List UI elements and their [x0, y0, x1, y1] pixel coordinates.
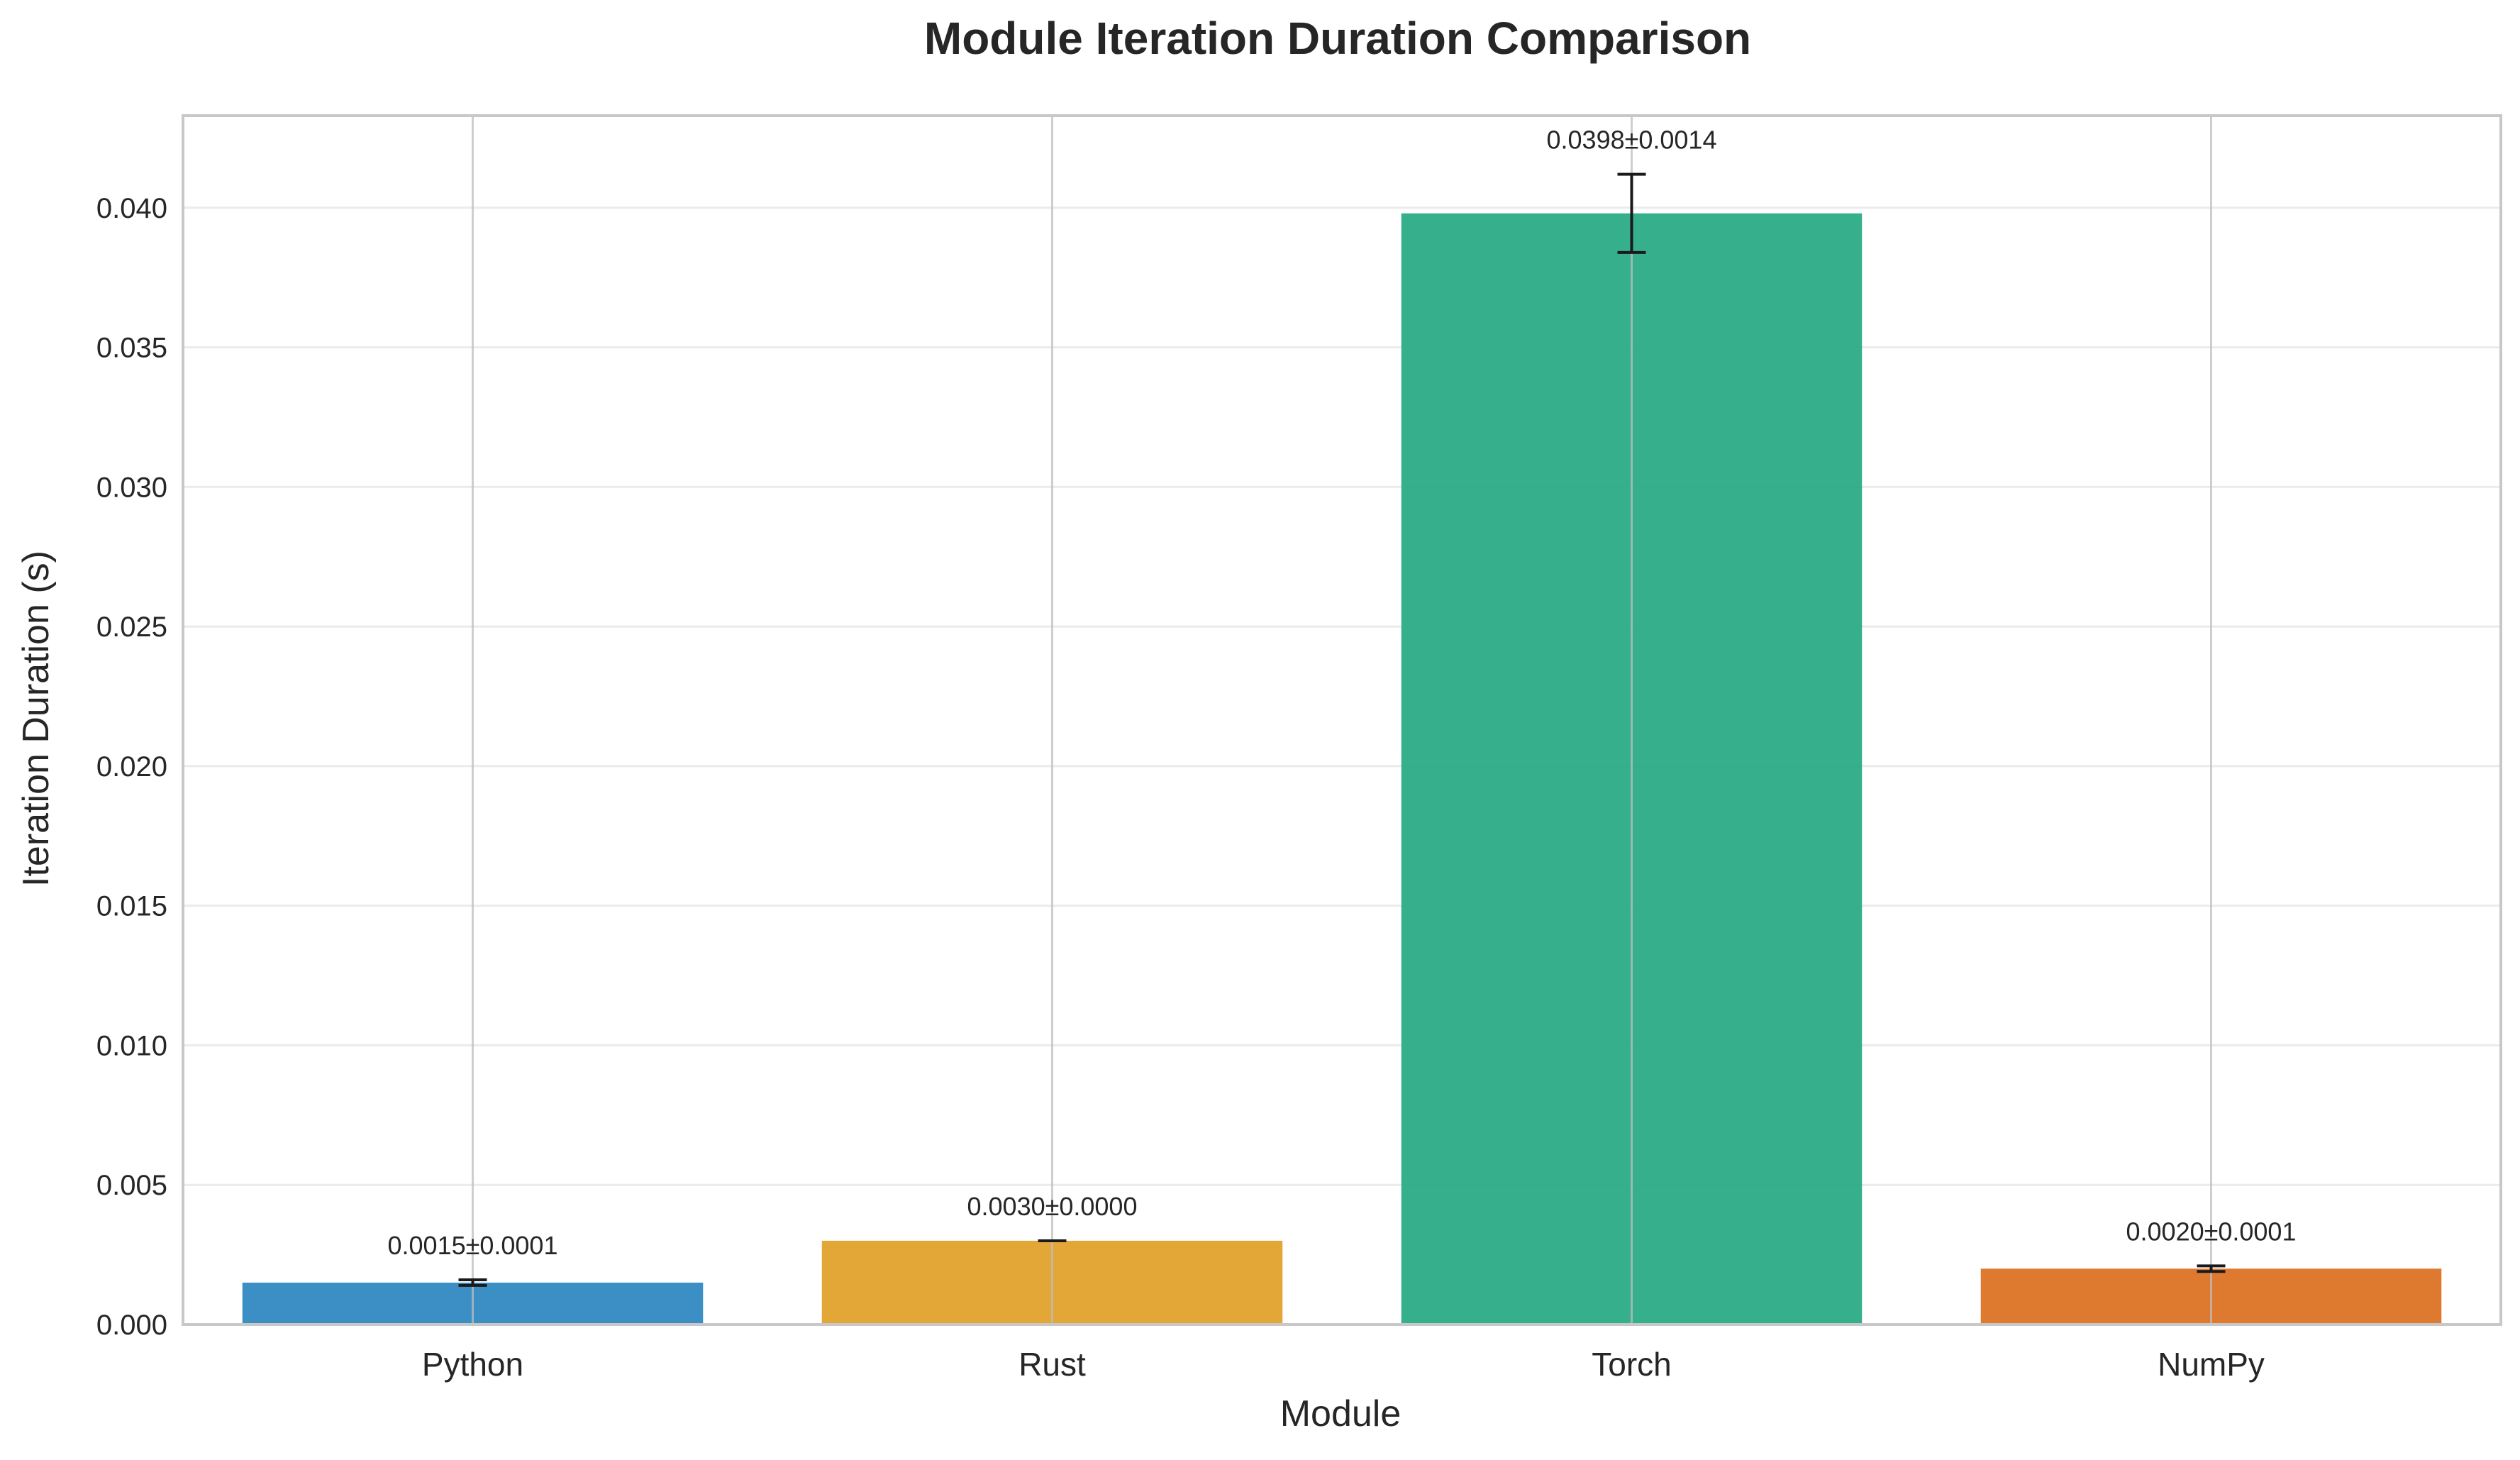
- y-axis-ticks: 0.000 0.005 0.010 0.015 0.020 0.025 0.030 0.035…: [96, 193, 167, 1341]
- data-label-python: 0.0015±0.0001: [388, 1231, 558, 1260]
- x-tick-label-python: Python: [422, 1346, 523, 1383]
- y-tick-label: 0.020: [96, 751, 167, 782]
- y-axis-label: Iteration Duration (s): [16, 551, 57, 887]
- data-label-torch: 0.0398±0.0014: [1547, 126, 1717, 155]
- y-tick-label: 0.030: [96, 472, 167, 503]
- data-label-numpy: 0.0020±0.0001: [2126, 1217, 2297, 1246]
- y-tick-label: 0.000: [96, 1310, 167, 1341]
- y-tick-label: 0.015: [96, 891, 167, 922]
- x-tick-label-numpy: NumPy: [2158, 1346, 2265, 1383]
- vertical-grid-lines: [472, 116, 2212, 1324]
- data-labels: 0.0015±0.0001 0.0030±0.0000 0.0398±0.0014 0…: [388, 126, 2297, 1260]
- chart-title: Module Iteration Duration Comparison: [924, 13, 1751, 64]
- error-bars: [458, 172, 2226, 1287]
- data-label-rust: 0.0030±0.0000: [967, 1192, 1138, 1221]
- y-tick-label: 0.005: [96, 1170, 167, 1201]
- x-axis-ticks: Python Rust Torch NumPy: [422, 1346, 2265, 1383]
- x-axis-label: Module: [1280, 1393, 1401, 1434]
- x-tick-label-torch: Torch: [1592, 1346, 1671, 1383]
- y-tick-label: 0.010: [96, 1030, 167, 1061]
- y-tick-label: 0.035: [96, 333, 167, 364]
- plot-area-frame: [182, 114, 2502, 1326]
- y-tick-label: 0.040: [96, 193, 167, 224]
- y-tick-label: 0.025: [96, 612, 167, 643]
- x-tick-label-rust: Rust: [1018, 1346, 1086, 1383]
